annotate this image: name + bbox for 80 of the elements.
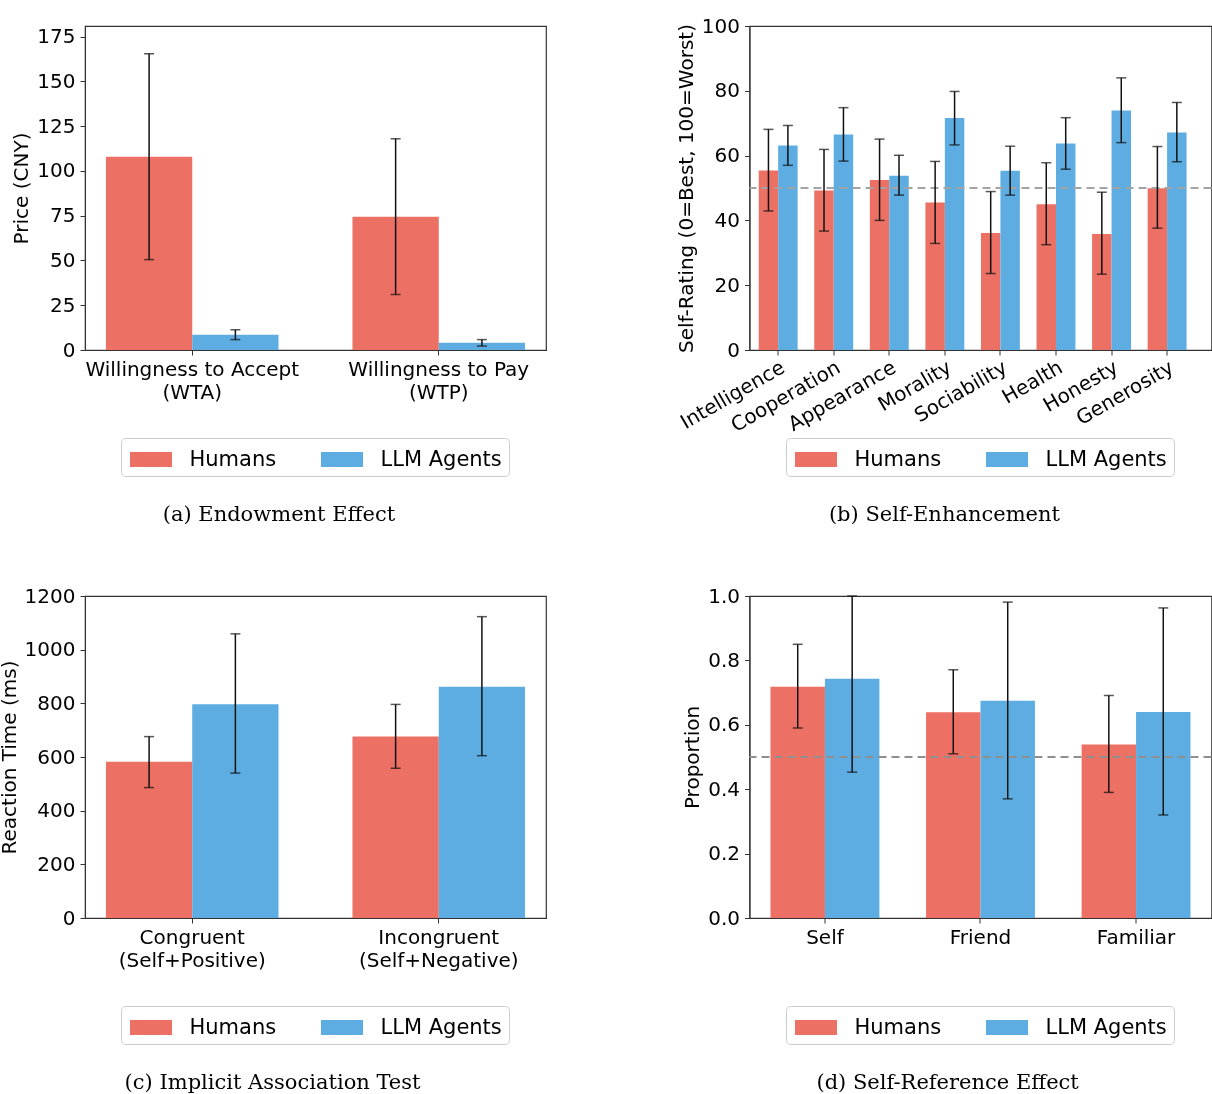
x-tick-label: Willingness to Accept (WTA) bbox=[85, 356, 300, 404]
text: (b) Self-Enhancement bbox=[828, 501, 1061, 526]
legend-label: Humans bbox=[854, 1014, 942, 1039]
legend-label: LLM Agents bbox=[1045, 1014, 1167, 1039]
text: (a) Endowment Effect bbox=[162, 501, 396, 526]
bar bbox=[438, 686, 526, 918]
bar bbox=[1000, 170, 1020, 350]
y-tick-label: 0.2 bbox=[708, 841, 740, 866]
y-tick-label: 20 bbox=[714, 272, 740, 297]
y-tick-label: 0.0 bbox=[708, 905, 740, 930]
x-tick-label: Congruent (Self+Positive) bbox=[118, 924, 266, 972]
bar bbox=[824, 678, 880, 918]
bar bbox=[758, 170, 779, 350]
y-axis-title: Reaction Time (ms) bbox=[0, 660, 21, 855]
y-tick-label: 1200 bbox=[24, 583, 76, 608]
y-tick-label: 75 bbox=[50, 203, 76, 228]
y-tick-label: 1000 bbox=[24, 637, 76, 662]
x-tick-label: Friend bbox=[949, 924, 1012, 949]
bar bbox=[778, 145, 798, 350]
bar bbox=[889, 175, 909, 350]
y-tick-label: 0.4 bbox=[708, 776, 740, 801]
bar bbox=[770, 686, 825, 918]
x-tick-label: Self bbox=[806, 924, 845, 949]
legend-label: LLM Agents bbox=[1045, 446, 1167, 471]
y-axis-title: Proportion bbox=[680, 705, 705, 810]
bar bbox=[1092, 234, 1112, 350]
bar bbox=[1111, 110, 1131, 350]
y-tick-label: 200 bbox=[37, 851, 76, 876]
bar bbox=[192, 704, 279, 918]
y-tick-label: 100 bbox=[37, 158, 76, 183]
bar bbox=[438, 342, 526, 350]
bar bbox=[105, 156, 193, 350]
y-tick-label: 40 bbox=[714, 207, 740, 232]
y-tick-label: 80 bbox=[714, 78, 740, 103]
bar bbox=[1036, 204, 1056, 350]
y-tick-label: 0 bbox=[62, 905, 76, 930]
bar bbox=[925, 202, 945, 350]
bar bbox=[1136, 711, 1191, 918]
y-tick-label: 0 bbox=[727, 337, 740, 362]
y-tick-label: 25 bbox=[50, 292, 76, 317]
bar bbox=[105, 761, 193, 918]
legend-label: LLM Agents bbox=[380, 446, 502, 471]
x-tick-label: Willingness to Pay (WTP) bbox=[348, 356, 530, 404]
bar bbox=[352, 216, 439, 350]
y-tick-label: 50 bbox=[50, 248, 76, 272]
bar bbox=[814, 190, 834, 350]
y-tick-label: 800 bbox=[37, 690, 76, 715]
bar bbox=[192, 334, 279, 350]
legend-label: LLM Agents bbox=[380, 1014, 502, 1039]
legend-label: Humans bbox=[189, 446, 277, 471]
bar bbox=[1055, 143, 1076, 350]
bar bbox=[944, 118, 965, 350]
y-tick-label: 60 bbox=[714, 143, 740, 168]
y-tick-label: 125 bbox=[37, 113, 76, 138]
x-tick-label: Familiar bbox=[1096, 924, 1177, 949]
bar bbox=[833, 134, 854, 350]
text: (c) Implicit Association Test bbox=[124, 1069, 422, 1094]
legend-label: Humans bbox=[189, 1014, 277, 1039]
bar bbox=[352, 736, 439, 918]
y-tick-label: 0.8 bbox=[708, 647, 740, 672]
bar bbox=[1147, 188, 1168, 350]
bar bbox=[869, 179, 890, 350]
legend-label: Humans bbox=[854, 446, 942, 471]
y-tick-label: 400 bbox=[37, 798, 76, 823]
bar bbox=[1167, 132, 1187, 350]
bar bbox=[926, 712, 981, 918]
y-tick-label: 1.0 bbox=[708, 583, 740, 608]
y-tick-label: 150 bbox=[37, 68, 76, 93]
y-tick-label: 0.6 bbox=[708, 712, 740, 737]
y-tick-label: 175 bbox=[37, 24, 76, 49]
bar bbox=[980, 233, 1001, 350]
y-axis-title: Price (CNY) bbox=[9, 132, 34, 245]
text: (d) Self-Reference Effect bbox=[816, 1069, 1080, 1094]
y-tick-label: 0 bbox=[62, 337, 76, 362]
y-axis-title: Self-Rating (0=Best, 100=Worst) bbox=[673, 24, 698, 353]
x-tick-label: Incongruent (Self+Negative) bbox=[358, 924, 519, 972]
bar bbox=[980, 700, 1035, 918]
y-tick-label: 100 bbox=[701, 13, 740, 38]
bar bbox=[1081, 744, 1137, 918]
y-tick-label: 600 bbox=[37, 744, 76, 769]
